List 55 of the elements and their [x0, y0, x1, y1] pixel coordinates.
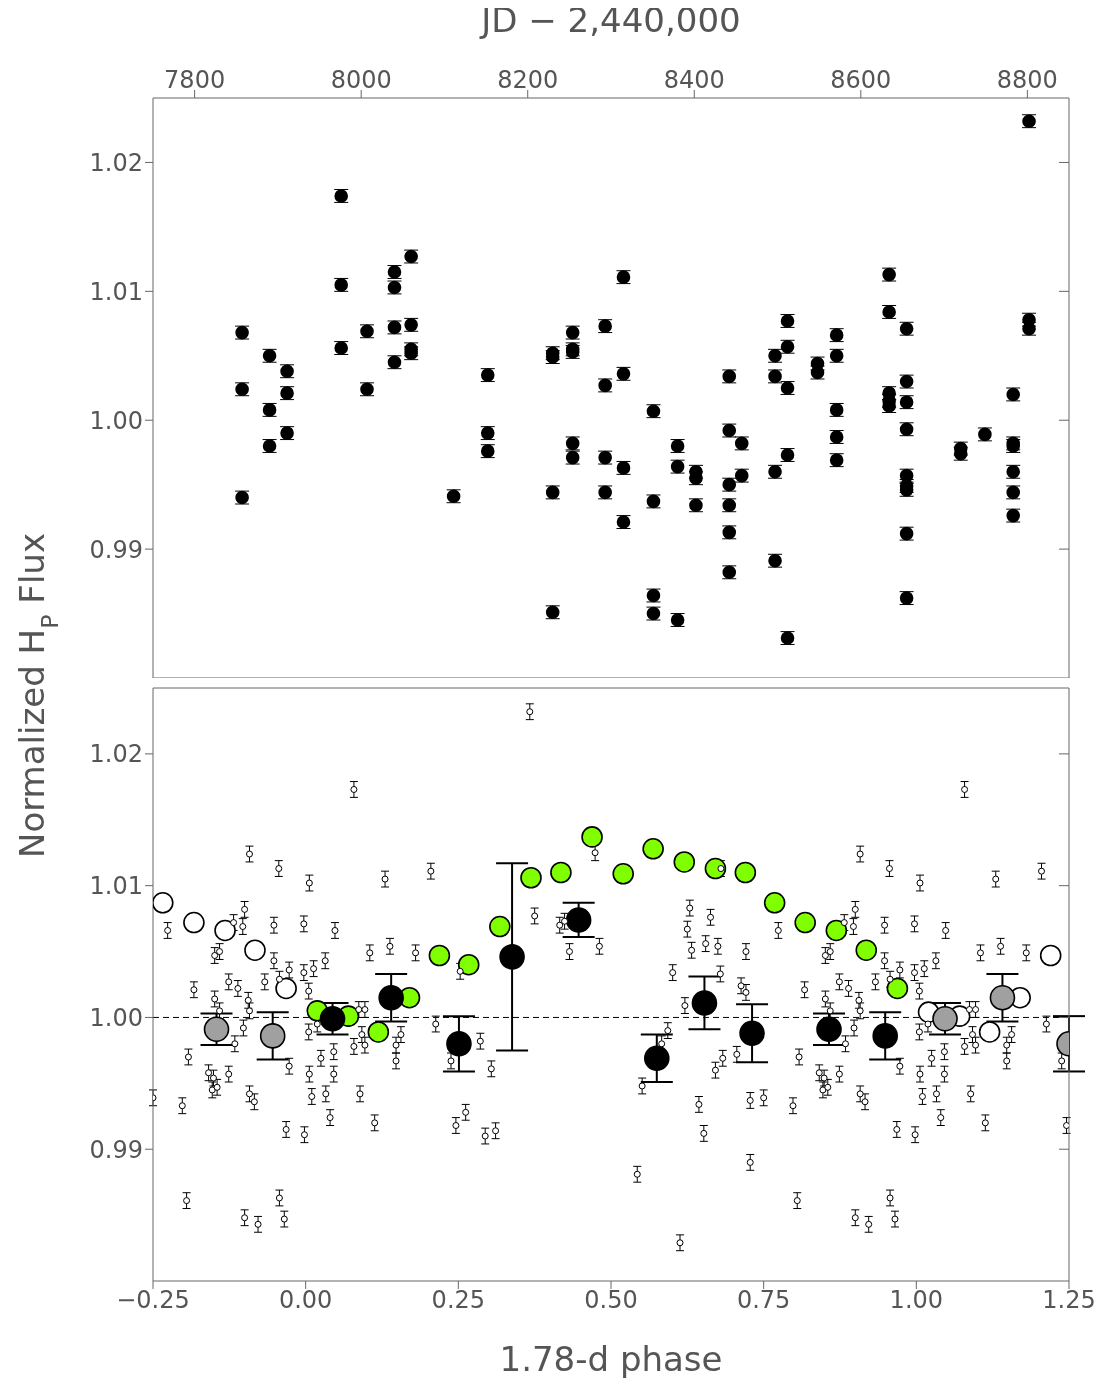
point	[367, 1021, 390, 1043]
point	[214, 919, 236, 942]
point	[259, 1023, 286, 1049]
point	[153, 892, 174, 914]
point	[183, 911, 205, 934]
point	[520, 866, 542, 889]
x-tick-label: 8400	[663, 66, 725, 94]
y-tick-label: 0.99	[89, 1135, 143, 1164]
y-tick-label: 1.00	[89, 406, 143, 435]
point	[489, 915, 511, 938]
x-tick-label: 8200	[497, 66, 559, 94]
point	[457, 953, 480, 976]
point	[978, 1021, 1001, 1043]
x-tick-label: 1.00	[889, 1286, 944, 1315]
point	[275, 977, 297, 1000]
x-tick-label: 1.25	[1042, 1286, 1096, 1315]
point	[612, 863, 635, 885]
x-tick-label: 0.75	[736, 1286, 791, 1315]
point	[734, 861, 757, 884]
point	[673, 851, 696, 873]
x-tick-label: 8000	[330, 66, 392, 94]
y-tick-label: 0.99	[89, 535, 143, 564]
y-tick-label: 1.01	[89, 277, 143, 306]
y-tick-label: 1.02	[89, 148, 143, 177]
point	[825, 919, 848, 942]
point	[763, 892, 786, 914]
point	[886, 977, 909, 1000]
point	[550, 861, 572, 884]
point	[499, 944, 525, 970]
point	[739, 1020, 765, 1047]
x-tick-label: −0.25	[116, 1286, 190, 1315]
x-tick-label: 8800	[996, 66, 1058, 94]
point	[872, 1023, 898, 1049]
point	[446, 1031, 472, 1057]
point	[581, 826, 603, 848]
point	[244, 939, 266, 962]
point	[855, 939, 878, 962]
point	[691, 990, 718, 1016]
x-tick-label: 7800	[164, 66, 226, 94]
point	[794, 911, 816, 934]
point	[428, 944, 451, 967]
y-tick-label: 1.02	[89, 740, 143, 769]
x-axis-title: 1.78-d phase	[499, 1339, 723, 1379]
x-tick-label: 0.00	[278, 1286, 333, 1315]
x-tick-label: 8600	[830, 66, 892, 94]
point	[378, 984, 404, 1011]
point	[565, 907, 592, 933]
point	[989, 984, 1016, 1011]
point	[1039, 944, 1062, 967]
y-tick-label: 1.00	[89, 1003, 143, 1032]
point	[644, 1045, 670, 1072]
x-tick-label: 0.50	[584, 1286, 638, 1315]
y-tick-label: 1.01	[89, 872, 143, 901]
point	[642, 837, 664, 860]
x-tick-label: 0.25	[431, 1286, 486, 1315]
